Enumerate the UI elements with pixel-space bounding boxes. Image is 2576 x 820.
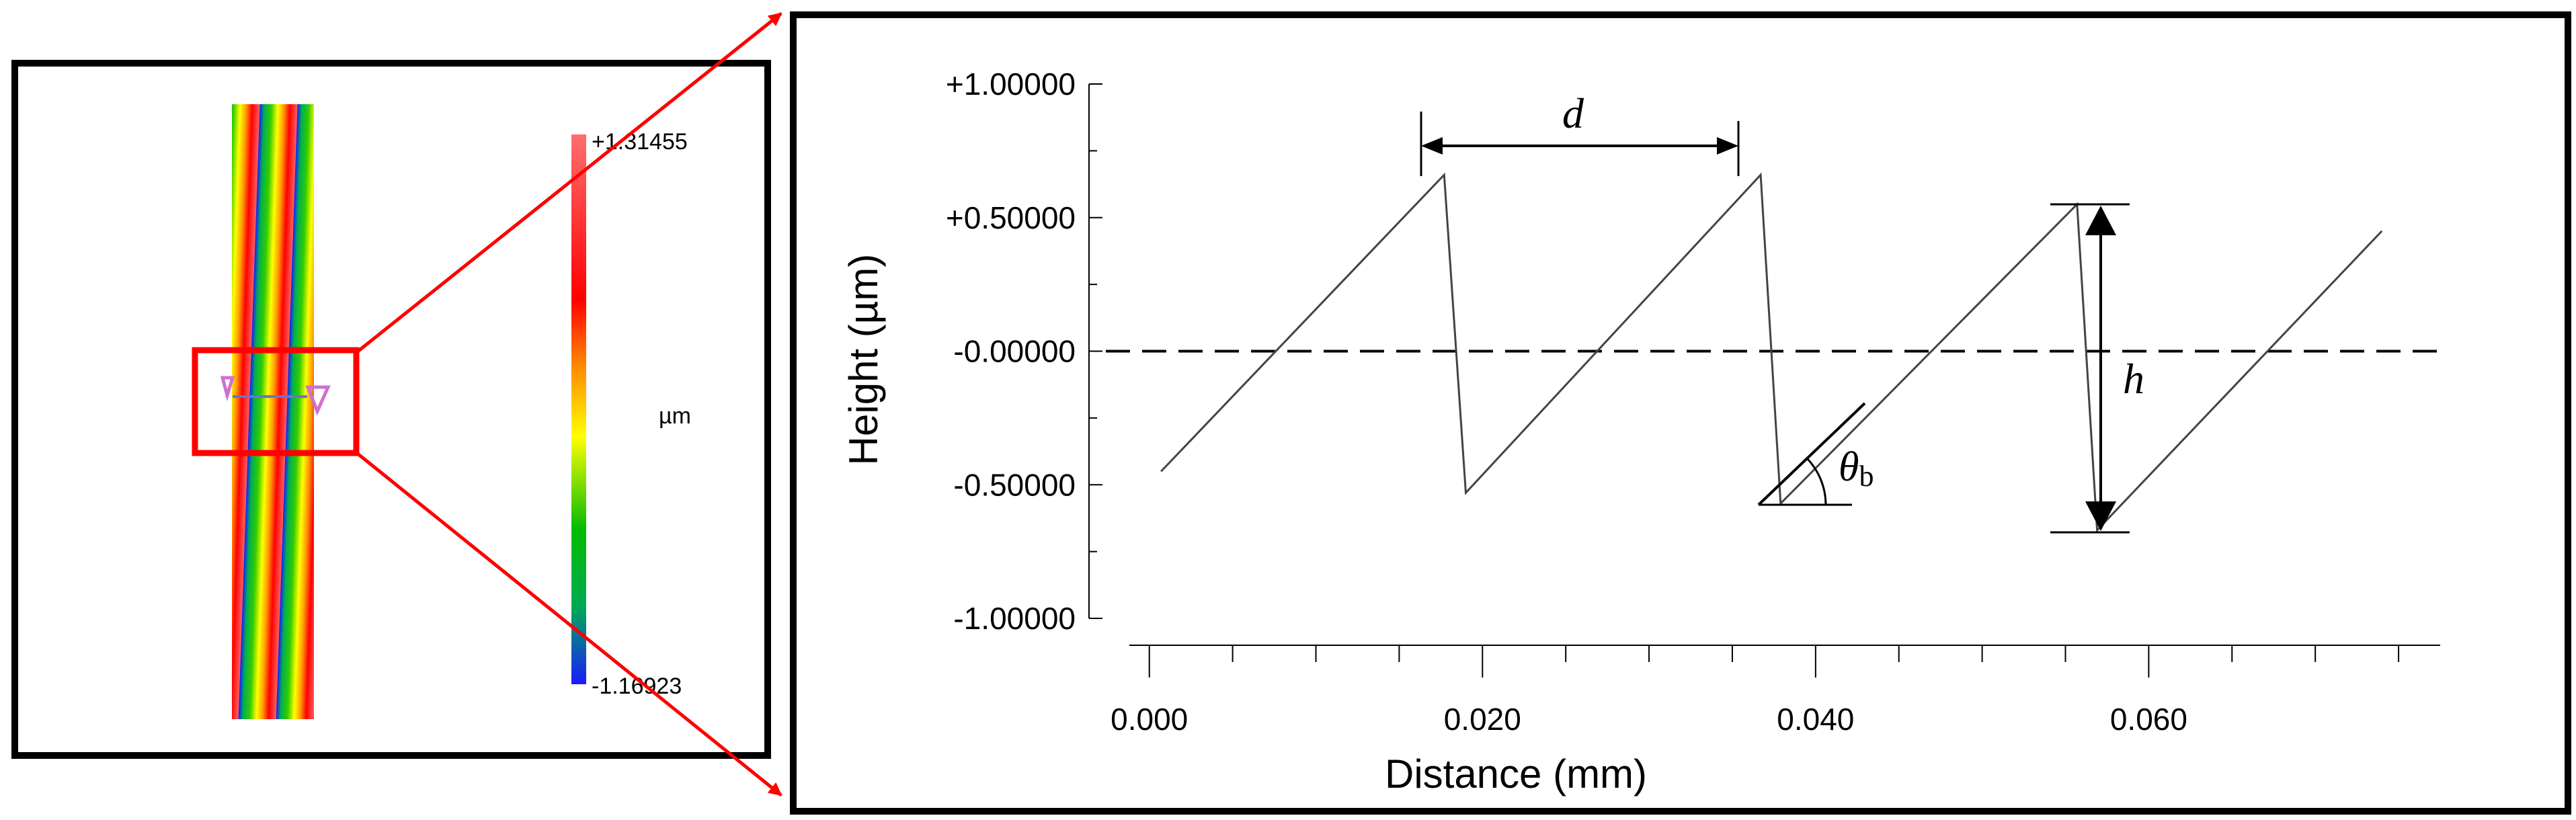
y-tick-label: -1.00000 [953,601,1076,636]
zoom-highlight-box [192,347,360,456]
height-label: h [2123,355,2144,403]
period-annotation: d [1420,89,1740,176]
height-annotation: h [2050,203,2144,534]
height-profile-panel: +1.00000 +0.50000 -0.00000 -0.50000 -1.00000… [790,11,2571,815]
y-tick-label: -0.50000 [953,467,1076,502]
colorbar-unit-label: µm [659,403,691,429]
period-arrowhead-left-icon [1421,137,1443,155]
blaze-angle-arc [1806,457,1827,505]
x-tick-label: 0.020 [1444,702,1521,737]
series-line-profile [1160,172,2383,533]
y-ticks: +1.00000 +0.50000 -0.00000 -0.50000 -1.00000 [946,67,1102,636]
x-axis-title: Distance (mm) [1385,751,1647,796]
surface-height-map [232,104,314,719]
height-arrowhead-top-icon [2085,206,2116,235]
period-arrowhead-right-icon [1717,137,1738,155]
x-tick-label: 0.000 [1111,702,1188,737]
period-label: d [1562,89,1584,137]
y-tick-label: -0.00000 [953,334,1076,369]
x-tick-label: 0.040 [1777,702,1854,737]
blaze-angle-symbol: θ [1839,444,1859,490]
blaze-angle-subscript: b [1859,460,1874,493]
left-panel-frame [11,60,771,759]
height-profile-chart: +1.00000 +0.50000 -0.00000 -0.50000 -1.00000… [841,67,2440,796]
blaze-ray [1757,402,1866,506]
right-panel-frame [790,11,2571,815]
colorbar-max-label: +1.31455 [592,129,688,155]
surface-map-panel: +1.31455 µm -1.16923 [11,60,771,759]
zoom-connector-bottom [356,452,782,796]
y-axis-title: Height (µm) [841,254,886,466]
blaze-angle-label: θb [1839,444,1874,493]
profile-cursor [220,376,331,416]
x-ticks: 0.000 0.020 0.040 0.060 [1111,645,2187,737]
y-tick-label: +1.00000 [946,67,1076,101]
zoom-connector-top [356,12,782,353]
profile-end-marker-icon [305,385,331,416]
height-arrowhead-bottom-icon [2085,501,2116,531]
x-tick-label: 0.060 [2110,702,2187,737]
blaze-angle-annotation: θb [1757,402,1874,506]
colorbar [571,134,586,684]
y-tick-label: +0.50000 [946,200,1076,235]
profile-start-marker-icon [220,376,235,402]
x-minor-ticks [1232,645,2400,662]
